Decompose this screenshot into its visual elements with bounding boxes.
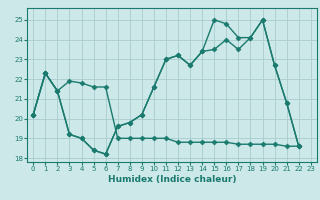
X-axis label: Humidex (Indice chaleur): Humidex (Indice chaleur) [108, 175, 236, 184]
